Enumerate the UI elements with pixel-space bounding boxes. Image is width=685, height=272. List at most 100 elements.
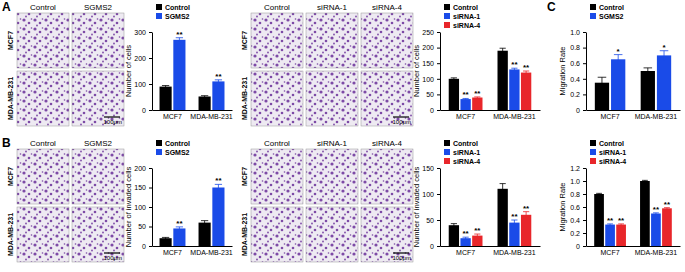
bar [160, 238, 172, 246]
y-tick-label: 0.2 [570, 230, 580, 237]
y-tick-mark [149, 110, 152, 111]
x-tick-label: MDA-MB-231 [190, 113, 233, 120]
bar [509, 223, 519, 246]
y-tick-mark [583, 194, 586, 195]
legend-label: Control [599, 4, 624, 11]
x-axis: MCF7MDA-MB-231 [153, 246, 233, 256]
y-tick-label: 200 [134, 165, 146, 172]
micrograph [72, 207, 124, 262]
error-bar [596, 193, 602, 194]
y-tick-label: 1.2 [570, 165, 580, 172]
error-bar [162, 86, 169, 88]
y-tick: 0 [142, 243, 152, 250]
y-tick: 300 [134, 29, 152, 36]
significance: ** [462, 229, 469, 238]
x-tick: MCF7 [601, 110, 620, 120]
y-tick-mark [583, 94, 586, 95]
plot-area [160, 38, 225, 110]
x-tick-label: MDA-MB-231 [635, 249, 678, 256]
scale-bar [104, 252, 120, 253]
legend-swatch [444, 149, 450, 155]
image-grid: ControlSGMS2MCF7MDA-MB-231100μm [7, 3, 124, 126]
y-tick-mark [149, 32, 152, 33]
y-tick-label: 0 [142, 243, 146, 250]
legend-swatch [444, 13, 450, 19]
x-axis-line [153, 110, 233, 111]
y-tick-mark [149, 84, 152, 85]
significance: ** [474, 226, 481, 235]
y-tick-label: 250 [422, 29, 434, 36]
y-tick-mark [583, 220, 586, 221]
panel-letter: B [2, 136, 11, 150]
legend-swatch [156, 4, 162, 10]
y-axis-line [152, 169, 153, 247]
column-label: siRNA-1 [317, 3, 347, 12]
y-tick-label: 100 [422, 76, 434, 83]
scale-bar [104, 116, 120, 117]
x-tick-label: MCF7 [601, 249, 620, 256]
bar [449, 225, 459, 246]
significance: ** [462, 90, 469, 99]
bar [521, 73, 531, 110]
x-tick-label: MCF7 [163, 249, 182, 256]
column-label: SGMS2 [84, 3, 113, 12]
bar [509, 69, 519, 110]
bar-chart: 050100150MCF7MDA-MB-231Number of invaded… [412, 140, 541, 256]
error-bar [500, 184, 506, 194]
y-tick-mark [437, 168, 440, 169]
micrograph [251, 207, 303, 262]
image-grid: ControlsiRNA-1siRNA-4MCF7MDA-MB-231100μm [241, 139, 413, 262]
x-axis-line [153, 246, 233, 247]
x-tick-label: MCF7 [163, 113, 182, 120]
y-tick: 0.2 [570, 91, 586, 98]
legend-swatch [156, 149, 162, 155]
bar-chart: 00.20.40.60.81.01.2MCF7MDA-MB-231Migrati… [558, 140, 681, 256]
significance: ** [618, 216, 625, 225]
y-axis: 050100150 [422, 165, 440, 250]
y-tick: 100 [134, 81, 152, 88]
y-tick-mark [437, 63, 440, 64]
bar [212, 188, 224, 247]
bar [651, 214, 661, 247]
y-tick-label: 200 [422, 44, 434, 51]
legend: ControlsiRNA-1siRNA-4 [444, 140, 480, 165]
micrograph [17, 71, 69, 126]
x-axis: MCF7MDA-MB-231 [441, 246, 541, 256]
y-tick: 250 [422, 29, 440, 36]
y-tick-mark [583, 110, 586, 111]
significance: ** [523, 204, 530, 213]
legend: ControlSGMS2 [156, 4, 190, 20]
scale-bar-label: 100μm [393, 255, 411, 261]
y-tick-label: 50 [138, 223, 146, 230]
bar [173, 228, 185, 246]
legend-label: Control [453, 140, 478, 147]
scale-bar [393, 252, 409, 253]
y-tick-label: 150 [422, 165, 434, 172]
row-label: MCF7 [7, 31, 14, 50]
y-tick-label: 200 [134, 55, 146, 62]
significance: ** [176, 30, 183, 39]
micrograph [306, 149, 358, 204]
y-tick-label: 100 [422, 191, 434, 198]
x-tick-label: MDA-MB-231 [493, 249, 536, 256]
bar-chart: 050100150200MCF7MDA-MB-231Number of inva… [124, 140, 233, 256]
y-tick: 200 [422, 44, 440, 51]
column-label: Control [30, 3, 56, 12]
micrograph [306, 207, 358, 262]
micrograph [361, 207, 413, 262]
error-bar [500, 48, 506, 53]
y-tick-mark [149, 58, 152, 59]
significance: ** [607, 216, 614, 225]
micrograph [251, 71, 303, 126]
y-tick: 200 [134, 55, 152, 62]
bar [498, 189, 508, 246]
error-bar [201, 221, 208, 225]
bar [449, 79, 459, 110]
bar-chart: 050100150200250MCF7MDA-MB-231Number of c… [412, 4, 541, 120]
micrograph [306, 71, 358, 126]
panel-letter: C [547, 0, 556, 14]
row-label: MCF7 [7, 167, 14, 186]
x-tick-label: MCF7 [601, 113, 620, 120]
y-tick-label: 50 [426, 217, 434, 224]
bar [616, 225, 626, 246]
